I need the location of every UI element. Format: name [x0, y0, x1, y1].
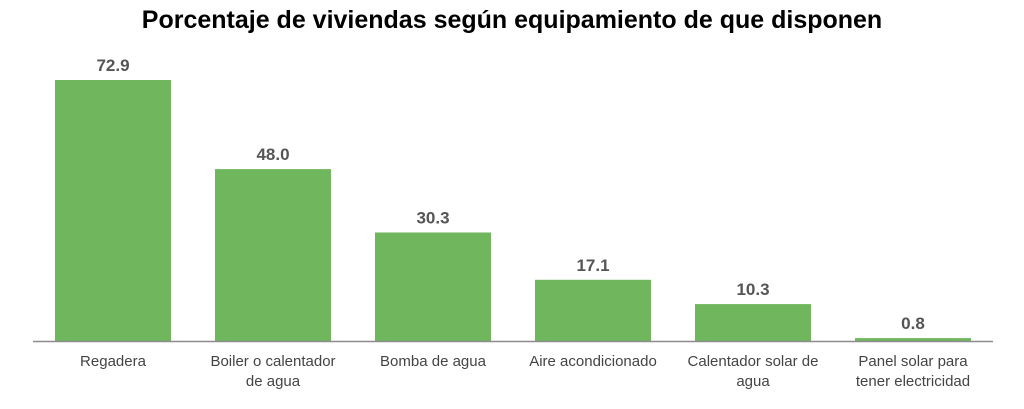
category-label-0: Regadera — [80, 353, 147, 370]
value-labels-group: 72.9 48.0 30.3 17.1 10.3 0.8 — [96, 56, 924, 333]
bar-1 — [215, 169, 331, 341]
category-label-line: Calentador solar de — [688, 353, 819, 370]
bars-group — [55, 80, 971, 341]
category-label-line: Aire acondicionado — [529, 353, 657, 370]
category-label-1: Boiler o calentador de agua — [210, 353, 335, 390]
value-label-0: 72.9 — [96, 56, 129, 75]
category-label-4: Calentador solar de agua — [688, 353, 819, 390]
value-label-1: 48.0 — [256, 145, 289, 164]
category-label-line: Bomba de agua — [380, 353, 487, 370]
category-labels-group: Regadera Boiler o calentador de agua Bomba … — [80, 353, 970, 390]
value-label-2: 30.3 — [416, 209, 449, 228]
bar-2 — [375, 232, 491, 341]
category-label-line: Regadera — [80, 353, 147, 370]
category-label-line: agua — [736, 373, 770, 390]
value-label-4: 10.3 — [736, 280, 769, 299]
category-label-3: Aire acondicionado — [529, 353, 657, 370]
bar-3 — [535, 279, 651, 341]
bar-4 — [695, 304, 811, 341]
value-label-3: 17.1 — [576, 256, 609, 275]
chart-title: Porcentaje de viviendas según equipamien… — [141, 6, 883, 34]
category-label-2: Bomba de agua — [380, 353, 487, 370]
category-label-line: Panel solar para — [858, 353, 968, 370]
category-label-5: Panel solar para tener electricidad — [856, 353, 970, 390]
category-label-line: tener electricidad — [856, 373, 970, 390]
bar-5 — [855, 338, 971, 341]
category-label-line: Boiler o calentador — [210, 353, 335, 370]
bar-0 — [55, 80, 171, 341]
value-label-5: 0.8 — [901, 314, 925, 333]
category-label-line: de agua — [246, 373, 301, 390]
